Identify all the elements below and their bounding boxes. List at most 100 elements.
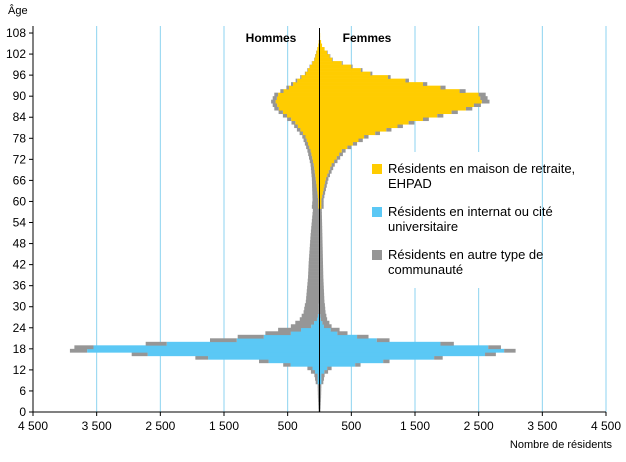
bar-autre-women-age-20 — [376, 338, 390, 343]
y-tick-label-14: 84 — [13, 110, 27, 124]
bar-ehpad-women-age-105 — [319, 40, 322, 44]
bar-ehpad-women-age-68 — [319, 169, 329, 174]
bar-autre-men-age-35 — [307, 285, 320, 290]
bar-autre-women-age-71 — [334, 159, 338, 164]
bar-autre-women-age-100 — [332, 57, 333, 62]
x-tick-label-1: 3 500 — [82, 419, 112, 433]
bar-autre-women-age-1 — [319, 404, 321, 409]
bar-autre-men-age-56 — [312, 211, 320, 216]
bar-ehpad-men-age-59 — [318, 201, 320, 206]
bar-ehpad-women-age-98 — [319, 64, 352, 69]
bar-autre-men-age-61 — [312, 194, 318, 199]
bar-internat-women-age-11 — [319, 369, 325, 374]
bar-autre-men-age-66 — [311, 176, 316, 181]
bar-ehpad-men-age-80 — [300, 127, 320, 132]
bar-autre-women-age-70 — [331, 162, 335, 167]
legend-background — [360, 152, 522, 288]
bar-ehpad-women-age-66 — [319, 176, 326, 181]
bar-autre-women-age-85 — [451, 110, 458, 115]
bar-ehpad-men-age-79 — [302, 131, 320, 136]
bar-ehpad-men-age-68 — [314, 169, 320, 174]
bar-autre-men-age-38 — [308, 275, 320, 279]
bar-internat-men-age-16 — [147, 352, 320, 357]
x-tick-label-8: 3 500 — [527, 419, 557, 433]
bar-autre-men-age-80 — [296, 127, 301, 132]
bar-autre-women-age-79 — [375, 131, 380, 136]
bar-ehpad-women-age-85 — [319, 110, 452, 115]
bar-ehpad-women-age-84 — [319, 113, 438, 118]
bar-autre-men-age-90 — [274, 92, 279, 97]
bar-autre-men-age-28 — [303, 310, 319, 315]
bar-ehpad-women-age-97 — [319, 68, 361, 72]
bar-ehpad-women-age-90 — [319, 92, 479, 97]
y-tick-label-11: 66 — [13, 173, 27, 187]
bar-autre-women-age-65 — [325, 180, 328, 185]
bar-autre-women-age-13 — [355, 362, 361, 367]
bar-autre-women-age-82 — [408, 120, 415, 125]
bar-autre-women-age-40 — [319, 268, 324, 272]
bar-autre-women-age-2 — [319, 401, 321, 406]
bar-autre-women-age-34 — [319, 289, 324, 293]
x-tick-label-4: 500 — [278, 419, 298, 433]
bar-ehpad-women-age-62 — [319, 190, 323, 195]
bar-autre-women-age-11 — [324, 369, 329, 374]
bar-internat-women-age-8 — [319, 380, 322, 385]
bar-ehpad-women-age-87 — [319, 103, 474, 108]
bar-autre-men-age-52 — [311, 226, 320, 230]
bar-autre-women-age-69 — [330, 166, 334, 171]
bar-autre-men-age-36 — [307, 282, 320, 286]
bar-autre-women-age-47 — [319, 243, 323, 248]
bar-internat-women-age-22 — [319, 331, 338, 336]
bar-ehpad-men-age-100 — [314, 57, 320, 62]
bar-autre-men-age-29 — [304, 306, 319, 311]
bar-autre-women-age-33 — [319, 292, 325, 297]
bar-autre-men-age-87 — [272, 103, 278, 108]
bar-ehpad-men-age-94 — [297, 78, 320, 83]
bar-autre-men-age-32 — [306, 296, 320, 301]
y-tick-label-1: 6 — [19, 384, 26, 398]
bar-autre-men-age-69 — [310, 166, 315, 171]
bar-autre-men-age-55 — [312, 215, 320, 220]
bar-autre-men-age-33 — [306, 292, 320, 297]
bar-ehpad-men-age-65 — [316, 180, 320, 185]
bar-autre-women-age-81 — [397, 124, 403, 129]
y-tick-label-2: 12 — [13, 363, 27, 377]
legend-swatch-autre — [372, 250, 382, 260]
bar-internat-women-age-12 — [319, 366, 328, 371]
bar-ehpad-women-age-77 — [319, 138, 359, 143]
bar-ehpad-women-age-75 — [319, 145, 348, 150]
bar-internat-men-age-14 — [268, 359, 320, 364]
bar-ehpad-women-age-67 — [319, 173, 328, 178]
bar-autre-men-age-64 — [312, 183, 317, 188]
bar-autre-women-age-63 — [323, 187, 326, 192]
bar-autre-women-age-55 — [319, 215, 322, 220]
bar-autre-women-age-38 — [319, 275, 324, 279]
bar-ehpad-women-age-86 — [319, 106, 466, 111]
bar-autre-men-age-27 — [301, 313, 318, 318]
bar-ehpad-women-age-103 — [319, 47, 325, 51]
bar-autre-women-age-19 — [440, 341, 454, 346]
bar-internat-women-age-26 — [319, 317, 321, 322]
bar-ehpad-women-age-58 — [319, 204, 322, 209]
x-tick-label-5: 500 — [341, 419, 361, 433]
bar-ehpad-men-age-70 — [313, 162, 320, 167]
bar-autre-men-age-60 — [312, 197, 319, 202]
bar-internat-women-age-19 — [319, 341, 441, 346]
bar-autre-women-age-23 — [330, 327, 340, 332]
bar-autre-women-age-36 — [319, 282, 324, 286]
bar-autre-men-age-4 — [317, 394, 320, 399]
bar-ehpad-women-age-82 — [319, 120, 409, 125]
bar-internat-men-age-26 — [316, 317, 320, 322]
bar-autre-men-age-47 — [309, 243, 320, 248]
bar-autre-men-age-86 — [274, 106, 279, 111]
y-tick-label-13: 78 — [13, 131, 27, 145]
bar-autre-men-age-68 — [311, 169, 315, 174]
bar-ehpad-men-age-69 — [314, 166, 320, 171]
bar-autre-men-age-67 — [311, 173, 316, 178]
legend-label-ehpad-line1: Résidents en maison de retraite, — [388, 161, 575, 176]
bar-autre-women-age-25 — [322, 320, 330, 325]
bar-autre-men-age-58 — [311, 204, 319, 209]
bar-autre-women-age-30 — [319, 303, 325, 308]
bar-internat-men-age-23 — [301, 327, 320, 332]
bar-autre-women-age-97 — [360, 68, 363, 72]
